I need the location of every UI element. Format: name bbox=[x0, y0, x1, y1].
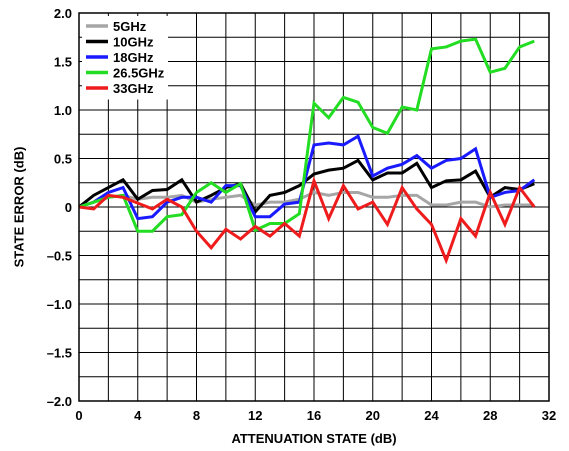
legend-label: 33GHz bbox=[113, 81, 154, 96]
legend-label: 26.5GHz bbox=[113, 66, 165, 81]
y-tick-label: –0.5 bbox=[47, 249, 72, 264]
legend-label: 5GHz bbox=[113, 19, 147, 34]
y-tick-label: 1.0 bbox=[54, 103, 72, 118]
series-line-18ghz bbox=[78, 133, 536, 221]
plot-border bbox=[78, 12, 550, 402]
x-axis-title: ATTENUATION STATE (dB) bbox=[231, 431, 396, 446]
x-tick-label: 24 bbox=[424, 408, 439, 423]
x-tick-label: 4 bbox=[134, 408, 142, 423]
x-tick-label: 28 bbox=[483, 408, 497, 423]
x-tick-label: 8 bbox=[193, 408, 200, 423]
y-tick-label: –1.0 bbox=[47, 297, 72, 312]
y-tick-label: 0.5 bbox=[54, 152, 72, 167]
series-line-26-5ghz bbox=[78, 37, 535, 233]
x-tick-label: 12 bbox=[248, 408, 262, 423]
x-tick-labels: 0 4 8 12 16 20 24 28 32 bbox=[75, 408, 556, 423]
legend-label: 10GHz bbox=[113, 35, 154, 50]
series-line-10ghz bbox=[78, 158, 535, 215]
y-axis-title: STATE ERROR (dB) bbox=[12, 147, 27, 268]
y-tick-label: –2.0 bbox=[47, 394, 72, 409]
y-tick-label: 0 bbox=[65, 200, 72, 215]
series-line-33ghz bbox=[78, 175, 536, 265]
y-tick-label: 1.5 bbox=[54, 55, 72, 70]
y-tick-labels: 2.0 1.5 1.0 0.5 0 –0.5 –1.0 –1.5 –2.0 bbox=[47, 6, 72, 409]
y-tick-label: 2.0 bbox=[54, 6, 72, 21]
y-tick-label: –1.5 bbox=[47, 346, 72, 361]
x-tick-label: 16 bbox=[307, 408, 321, 423]
legend-label: 18GHz bbox=[113, 50, 154, 65]
x-tick-label: 20 bbox=[366, 408, 380, 423]
series-line-5ghz bbox=[78, 190, 535, 209]
series-lines bbox=[78, 37, 536, 265]
x-tick-label: 32 bbox=[542, 408, 556, 423]
x-tick-label: 0 bbox=[75, 408, 82, 423]
